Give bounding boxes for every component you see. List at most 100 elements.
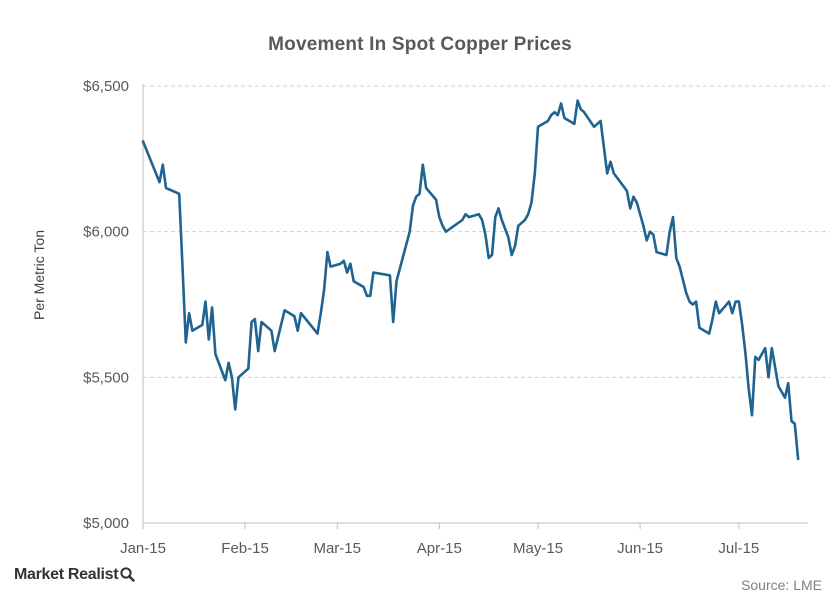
data-point — [491, 254, 493, 256]
data-point — [761, 353, 763, 355]
data-point — [208, 338, 210, 341]
data-point — [695, 300, 697, 303]
data-point — [142, 140, 144, 143]
data-point — [731, 312, 734, 315]
data-point — [162, 163, 164, 166]
data-point — [619, 181, 622, 183]
series-layer — [141, 99, 800, 461]
data-point — [191, 329, 194, 332]
x-tick-label: May-15 — [513, 540, 563, 557]
data-point — [300, 312, 302, 315]
data-point — [629, 207, 631, 210]
data-point — [392, 321, 395, 323]
data-point — [593, 126, 595, 128]
data-point — [668, 230, 671, 233]
data-point — [636, 201, 638, 204]
x-tick-label: Jun-15 — [617, 540, 663, 557]
data-point — [237, 376, 240, 379]
data-point — [389, 274, 391, 277]
data-point — [744, 353, 747, 355]
data-point — [580, 108, 582, 111]
magnifier-q-icon — [119, 566, 135, 587]
data-point — [273, 350, 276, 352]
data-point — [665, 254, 668, 256]
data-point — [692, 303, 694, 306]
data-point — [553, 111, 556, 113]
data-point — [718, 312, 720, 315]
data-point — [366, 295, 368, 297]
data-point — [250, 321, 253, 323]
data-point — [777, 385, 780, 387]
data-point — [352, 280, 355, 283]
data-point — [425, 187, 427, 189]
data-point — [534, 172, 536, 175]
data-point — [794, 423, 796, 425]
data-point — [517, 225, 520, 227]
data-point — [296, 329, 299, 332]
data-point — [655, 251, 658, 253]
data-point — [675, 257, 678, 259]
data-point — [527, 213, 529, 215]
data-point — [343, 260, 345, 262]
data-point — [573, 123, 576, 125]
data-point — [771, 347, 773, 350]
x-tick-label: Jan-15 — [120, 540, 166, 557]
data-point — [468, 216, 470, 218]
data-point — [609, 160, 612, 163]
data-point — [234, 408, 236, 411]
data-point — [563, 117, 566, 119]
data-point — [224, 379, 227, 382]
x-tick-label: Jul-15 — [718, 540, 759, 557]
data-point — [211, 306, 213, 309]
source-note: Source: LME — [741, 577, 822, 593]
data-point — [484, 233, 487, 236]
data-point — [214, 353, 217, 355]
data-point — [685, 292, 687, 294]
data-point — [711, 318, 714, 320]
data-point — [418, 193, 421, 195]
data-point — [478, 213, 480, 215]
data-point — [204, 300, 207, 303]
data-point — [415, 195, 418, 198]
x-tick-label: Apr-15 — [417, 540, 462, 557]
data-point — [247, 367, 250, 370]
data-point — [583, 111, 585, 113]
data-point — [741, 324, 743, 326]
data-point — [349, 262, 352, 265]
data-point — [751, 414, 753, 417]
data-point — [576, 99, 579, 102]
data-point — [260, 321, 263, 323]
data-point — [672, 216, 674, 218]
data-point — [547, 120, 549, 122]
data-point — [408, 230, 411, 233]
data-point — [270, 329, 273, 332]
data-point — [557, 114, 559, 116]
y-tick-label: $6,000 — [83, 224, 129, 241]
data-point — [767, 376, 770, 379]
data-point — [254, 318, 256, 320]
series-line — [141, 99, 800, 461]
data-point — [158, 181, 161, 183]
data-point — [790, 420, 793, 422]
data-point — [715, 300, 717, 303]
data-point — [481, 219, 483, 221]
y-tick-label: $5,000 — [83, 515, 129, 532]
y-axis-title: Per Metric Ton — [31, 230, 47, 320]
data-point — [178, 193, 180, 195]
data-point — [787, 382, 789, 385]
data-point — [487, 257, 490, 259]
data-point — [510, 254, 513, 256]
data-point — [323, 289, 325, 291]
data-point — [757, 359, 760, 361]
data-point — [537, 126, 539, 128]
data-point — [422, 163, 424, 166]
data-point — [728, 300, 730, 303]
data-point — [320, 312, 322, 315]
data-point — [784, 396, 786, 399]
x-tick-label: Mar-15 — [313, 540, 361, 557]
data-point — [372, 271, 375, 274]
data-point — [652, 233, 655, 236]
data-point — [530, 201, 533, 204]
y-tick-label: $5,500 — [83, 369, 129, 386]
data-point — [764, 347, 766, 350]
